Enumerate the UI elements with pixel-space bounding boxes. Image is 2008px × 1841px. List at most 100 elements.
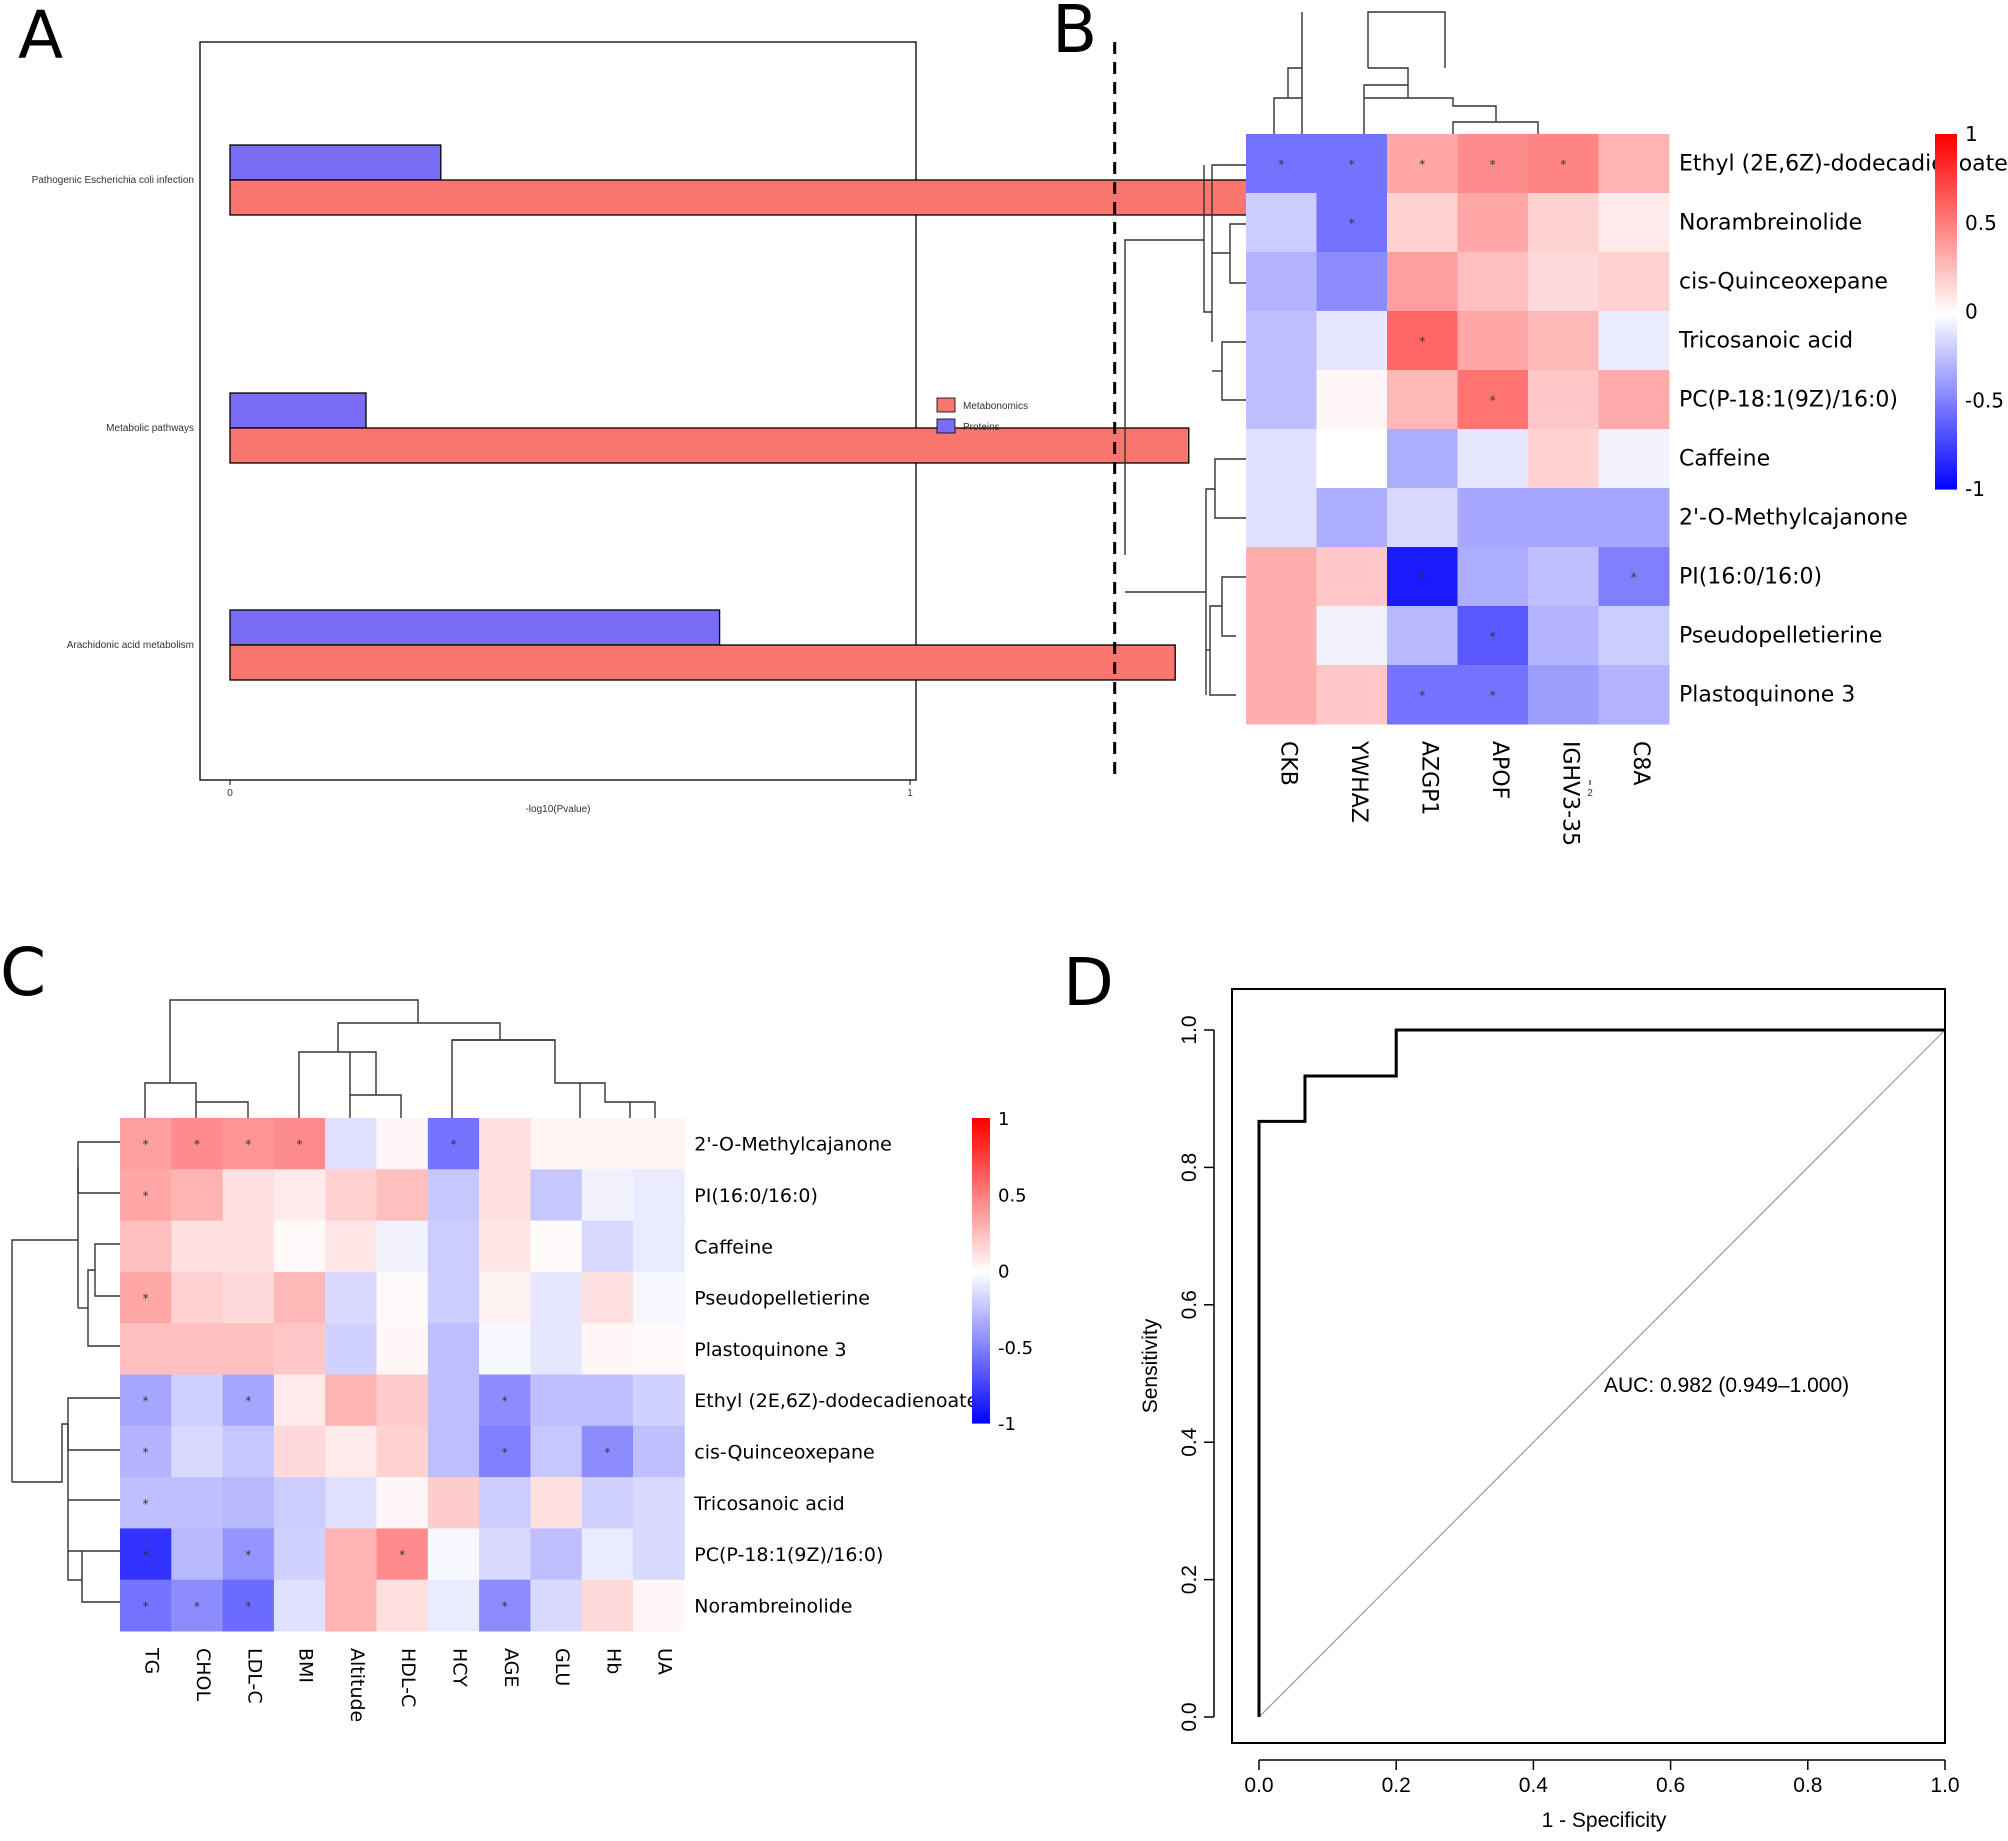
heatmap-cell [427,1528,480,1581]
heatmap-cell [479,1528,531,1581]
colorbar-segment [1935,407,1957,412]
colorbar-segment [972,1182,990,1186]
colorbar-segment [972,1362,990,1366]
colorbar-segment [1935,151,1957,156]
panel-b-heatmap: * * * * * * * * * * * * * Ethyl (2E,6Z)-dodecadienoa… [1124,11,2008,846]
colorbar-segment [1935,176,1957,181]
roc-xtick-label: 0.4 [1519,1774,1549,1797]
roc-xtick-label: 0.2 [1382,1774,1411,1797]
panel-d-frame [1231,988,1946,1744]
colorbar-segment [972,1307,990,1311]
colorbar-segment [1935,219,1957,224]
heatmap-cell [1598,370,1670,430]
heatmap-cell [427,1374,480,1427]
significance-star: * [502,1445,508,1459]
colorbar-segment [972,1188,990,1192]
colorbar-segment [1935,478,1957,483]
heatmap-row-label: Ethyl (2E,6Z)-dodecadienoate [1679,152,2008,177]
heatmap-col-label: AZGP1 [1416,741,1441,815]
colorbar-segment [972,1334,990,1339]
heatmap-cell [1387,665,1458,725]
colorbar-segment [972,1355,990,1360]
heatmap-row-label: Caffeine [694,1236,773,1258]
colorbar-tick: 0 [1965,300,1978,324]
colorbar-segment [1935,290,1957,295]
colorbar-segment [972,1203,990,1208]
colorbar-segment [972,1252,990,1256]
colorbar-segment [1935,336,1957,341]
heatmap-row-label: Pseudopelletierine [1679,624,1882,649]
colorbar-segment [972,1304,990,1308]
colorbar-segment [1935,162,1957,167]
heatmap-row-label: Norambreinolide [694,1595,852,1617]
colorbar-segment [1935,173,1957,178]
colorbar-segment [972,1142,990,1147]
colorbar-segment [1935,293,1957,298]
bar-metabonomics-2 [229,644,1176,681]
heatmap-col-label: BMI [295,1648,317,1683]
heatmap-cell [530,1220,583,1273]
heatmap-cell [120,1425,172,1478]
heatmap-cell [171,1477,224,1529]
heatmap-cell [171,1271,224,1324]
heatmap-cell [1246,665,1317,725]
heatmap-cell [479,1374,531,1427]
colorbar-segment [972,1148,990,1153]
bar-proteins-1 [229,392,367,429]
heatmap-cell [325,1374,377,1427]
colorbar-segment [1935,375,1957,380]
significance-star: * [143,1548,149,1562]
heatmap-cell [427,1579,480,1632]
heatmap-cell [530,1271,583,1324]
colorbar-segment [972,1273,990,1278]
heatmap-cell [171,1528,224,1581]
heatmap-cell [479,1477,531,1529]
colorbar-segment [1935,304,1957,309]
colorbar-segment [972,1166,990,1171]
colorbar-segment [1935,276,1957,281]
significance-star: * [1631,571,1637,585]
colorbar-segment [972,1395,990,1400]
colorbar-segment [1935,403,1957,408]
heatmap-col-label: TG [141,1647,163,1674]
colorbar-segment [1935,378,1957,384]
colorbar-segment [1935,442,1957,447]
colorbar-segment [972,1349,990,1354]
colorbar-segment [1935,208,1957,213]
heatmap-row-label: Plastoquinone 3 [1679,683,1855,708]
colorbar-segment [1935,244,1957,249]
heatmap-cell [479,1220,531,1273]
colorbar-segment [972,1191,990,1195]
colorbar-segment [1935,386,1957,391]
colorbar-segment [1935,318,1957,323]
colorbar-segment [1935,432,1957,437]
colorbar-segment [1935,481,1957,487]
heatmap-cell [273,1271,326,1324]
heatmap-cell [222,1374,275,1427]
colorbar-segment [972,1358,990,1363]
heatmap-cell [1528,429,1599,489]
heatmap-cell [1246,193,1317,253]
heatmap-cell [530,1425,583,1478]
heatmap-cell [376,1477,429,1529]
colorbar-segment [972,1398,990,1403]
colorbar-segment [972,1246,990,1250]
heatmap-row-label: Ethyl (2E,6Z)-dodecadienoate [694,1390,978,1412]
heatmap-cell [1528,311,1599,371]
colorbar-segment [1935,467,1957,472]
colorbar-segment [972,1285,990,1290]
colorbar-segment [972,1410,990,1415]
panel-b-row-dendrogram [1124,164,1246,696]
heatmap-cell [1316,429,1388,489]
heatmap-cell [120,1323,172,1375]
heatmap-cell [1457,134,1529,194]
heatmap-cell [1528,665,1599,725]
heatmap-cell [633,1169,685,1222]
colorbar-segment [972,1169,990,1174]
colorbar-segment [1935,272,1957,277]
heatmap-cell [325,1118,377,1170]
heatmap-cell [1457,193,1529,253]
bar-metabonomics-1 [229,427,1190,464]
significance-star: * [143,1599,149,1613]
colorbar-segment [1935,357,1957,362]
